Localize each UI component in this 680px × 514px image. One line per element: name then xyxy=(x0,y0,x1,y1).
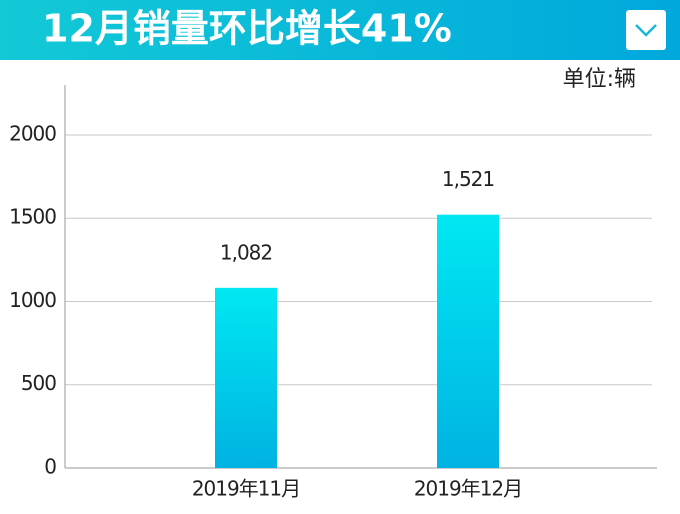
x-tick-label: 2019年11月 xyxy=(192,477,300,501)
y-tick-label: 500 xyxy=(21,371,56,395)
value-label: 1,082 xyxy=(220,240,272,264)
unit-label: 单位:辆 xyxy=(563,67,636,92)
x-tick-label: 2019年12月 xyxy=(414,477,522,501)
chart-title: 12月销量环比增长41% xyxy=(42,7,452,51)
bar xyxy=(437,214,499,468)
y-tick-label: 0 xyxy=(44,455,56,479)
bar xyxy=(215,287,277,468)
header-bar xyxy=(0,0,680,60)
value-label: 1,521 xyxy=(442,167,494,191)
dropdown-button[interactable] xyxy=(626,10,666,50)
y-tick-label: 1000 xyxy=(9,288,56,312)
y-tick-label: 1500 xyxy=(9,205,56,229)
y-tick-label: 2000 xyxy=(9,121,56,145)
